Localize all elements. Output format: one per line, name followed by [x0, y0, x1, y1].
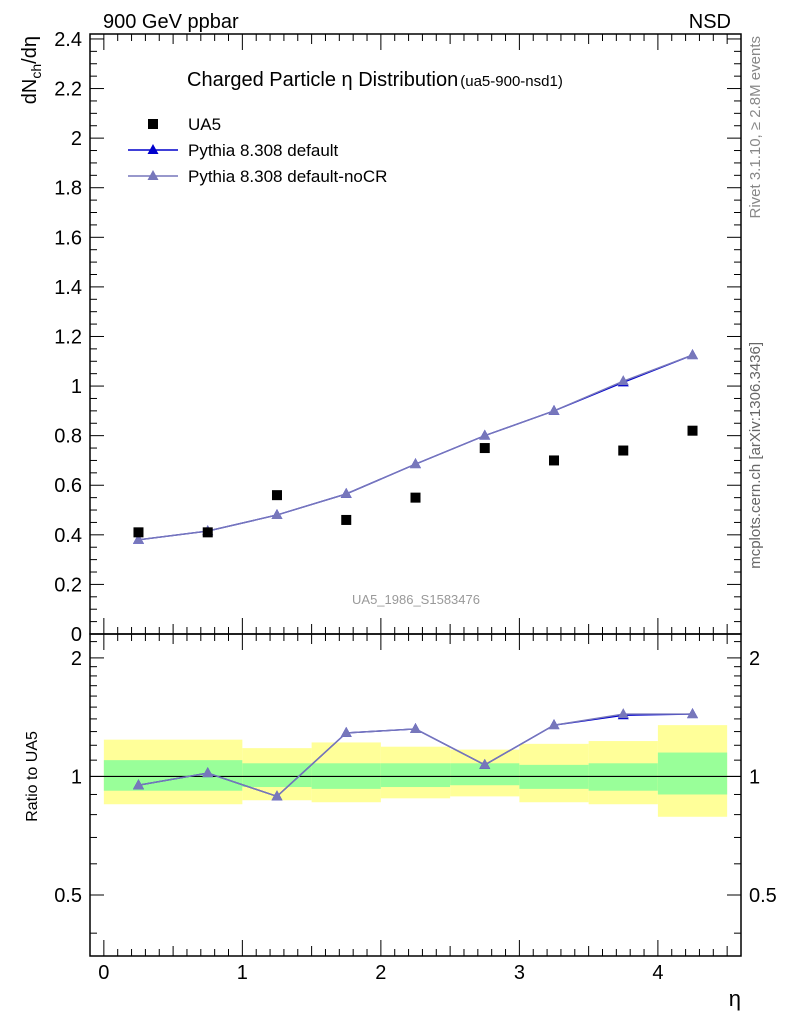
main-axis-ticks — [90, 34, 741, 635]
main-y-tick-label: 0.4 — [54, 525, 82, 547]
ratio-y-axis-label: Ratio to UA5 — [24, 731, 41, 822]
rivet-version-label: Rivet 3.1.10, ≥ 2.8M events — [747, 36, 764, 219]
ratio-point-nocr — [410, 722, 421, 733]
ratio-x-tick-label: 3 — [514, 962, 525, 984]
legend-marker-square — [148, 119, 158, 129]
ratio-point-nocr — [479, 758, 491, 769]
ylabel-part: dN — [19, 79, 41, 105]
ratio-y-tick-labels: 0.5 0.5 1 1 2 2 — [54, 648, 777, 907]
main-y-axis-label: dNch/dη — [19, 36, 44, 104]
data-point-nocr — [479, 429, 491, 440]
data-point-ua5 — [618, 445, 629, 456]
legend-marker-triangle — [147, 170, 159, 180]
ratio-band-inner — [103, 760, 243, 791]
ratio-point-nocr — [132, 779, 144, 790]
ratio-uncertainty-bands — [103, 725, 728, 817]
ratio-x-tick-label: 2 — [375, 962, 386, 984]
main-series-group — [132, 349, 699, 544]
data-point-nocr — [410, 458, 421, 469]
ratio-y-tick-label-right: 1 — [749, 766, 760, 788]
data-point-nocr — [271, 508, 283, 519]
legend-item: Pythia 8.308 default-noCR — [128, 167, 387, 186]
data-point-ua5 — [133, 527, 144, 538]
ratio-x-tick-label: 1 — [237, 962, 248, 984]
main-y-tick-label: 1.8 — [54, 178, 82, 200]
main-panel: 0 0.2 0.4 0.6 0.8 1 1.2 1.4 1.6 1.8 2 2.2 2.4 Charge… — [19, 29, 742, 646]
ratio-point-nocr — [202, 767, 214, 778]
ratio-y-tick-label-right: 2 — [749, 648, 760, 670]
data-point-nocr — [687, 349, 699, 360]
ratio-panel-frame — [89, 633, 742, 957]
ratio-axis-ticks — [90, 634, 741, 956]
ratio-y-tick-label: 0.5 — [54, 885, 82, 907]
ratio-band-inner — [380, 763, 451, 788]
legend-label: Pythia 8.308 default — [188, 141, 339, 160]
data-point-ua5 — [341, 514, 352, 525]
legend: UA5 Pythia 8.308 default Pythia 8.308 defa… — [128, 115, 387, 186]
main-y-tick-label: 0 — [71, 624, 82, 646]
ratio-y-tick-label: 1 — [71, 766, 82, 788]
chart-title: Charged Particle η Distribution (ua5-900-… — [187, 69, 563, 91]
x-axis-label: η — [729, 986, 741, 1011]
ratio-point-nocr — [271, 790, 283, 801]
main-y-tick-label: 0.6 — [54, 475, 82, 497]
ratio-point-nocr — [687, 708, 699, 719]
main-y-tick-label: 1.2 — [54, 326, 82, 348]
ratio-point-nocr — [548, 719, 560, 730]
main-y-tick-label: 1 — [71, 376, 82, 398]
series-line-default — [138, 354, 693, 541]
ratio-point-nocr — [340, 726, 352, 737]
ratio-y-tick-label: 2 — [71, 648, 82, 670]
ratio-band-inner — [657, 752, 728, 795]
header-process-label: NSD — [689, 11, 731, 33]
data-point-ua5 — [687, 425, 698, 436]
main-y-tick-label: 2.2 — [54, 79, 82, 101]
legend-label: Pythia 8.308 default-noCR — [188, 167, 387, 186]
header-collision-label: 900 GeV ppbar — [103, 11, 239, 33]
ratio-y-tick-label-right: 0.5 — [749, 885, 777, 907]
main-y-tick-label: 1.4 — [54, 277, 82, 299]
main-y-tick-label: 2.4 — [54, 29, 82, 51]
ylabel-part: /dη — [19, 36, 41, 64]
ratio-panel: 0.5 0.5 1 1 2 2 0 1 2 3 4 Ratio to UA5 η — [24, 633, 777, 1011]
ratio-series-group — [132, 708, 699, 801]
data-point-ua5 — [271, 490, 282, 501]
ratio-band-inner — [450, 763, 520, 786]
main-y-tick-label: 0.8 — [54, 426, 82, 448]
main-y-tick-label: 2 — [71, 128, 82, 150]
ylabel-subscript: ch — [28, 64, 44, 79]
ratio-x-tick-label: 4 — [652, 962, 663, 984]
data-point-ua5 — [410, 492, 421, 503]
ratio-x-tick-label: 0 — [98, 962, 109, 984]
data-point-ua5 — [479, 443, 490, 454]
legend-item: Pythia 8.308 default — [128, 141, 339, 160]
ratio-x-tick-labels: 0 1 2 3 4 — [98, 962, 663, 984]
series-line-nocr — [138, 354, 693, 541]
data-point-nocr — [132, 533, 144, 544]
data-point-nocr — [340, 487, 352, 498]
data-point-nocr — [548, 404, 560, 415]
main-y-tick-label: 1.6 — [54, 227, 82, 249]
legend-label: UA5 — [188, 115, 221, 134]
chart-title-suffix: (ua5-900-nsd1) — [460, 73, 563, 90]
chart-title-main: Charged Particle η Distribution — [187, 69, 458, 91]
ratio-band-inner — [242, 763, 312, 788]
main-y-tick-label: 0.2 — [54, 574, 82, 596]
legend-marker-triangle — [147, 144, 159, 154]
data-point-ua5 — [202, 527, 213, 538]
data-point-ua5 — [549, 455, 560, 466]
mcplots-label: mcplots.cern.ch [arXiv:1306.3436] — [747, 342, 764, 569]
data-point-nocr — [617, 375, 629, 386]
main-y-tick-labels: 0 0.2 0.4 0.6 0.8 1 1.2 1.4 1.6 1.8 2 2.2 2.4 — [54, 29, 82, 646]
analysis-watermark: UA5_1986_S1583476 — [352, 592, 480, 607]
ratio-point-nocr — [617, 708, 629, 719]
legend-item: UA5 — [148, 115, 221, 134]
